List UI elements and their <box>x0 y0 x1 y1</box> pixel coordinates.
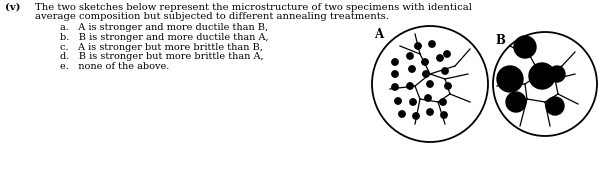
Circle shape <box>429 41 435 47</box>
Circle shape <box>392 59 398 65</box>
Circle shape <box>529 63 555 89</box>
Circle shape <box>415 43 421 49</box>
Circle shape <box>392 84 398 90</box>
Text: e.   none of the above.: e. none of the above. <box>60 62 169 71</box>
Circle shape <box>506 92 526 112</box>
Text: A: A <box>374 28 383 41</box>
Text: B: B <box>495 34 505 47</box>
Circle shape <box>395 98 401 104</box>
Circle shape <box>546 97 564 115</box>
Text: a.   A is stronger and more ductile than B,: a. A is stronger and more ductile than B… <box>60 23 268 32</box>
Circle shape <box>413 113 419 119</box>
Text: average composition but subjected to different annealing treatments.: average composition but subjected to dif… <box>35 12 389 21</box>
Circle shape <box>445 83 451 89</box>
Circle shape <box>410 99 416 105</box>
Circle shape <box>423 71 429 77</box>
Circle shape <box>407 83 413 89</box>
Circle shape <box>440 99 446 105</box>
Circle shape <box>497 66 523 92</box>
Circle shape <box>399 111 405 117</box>
Circle shape <box>514 36 536 58</box>
Circle shape <box>422 59 428 65</box>
Circle shape <box>425 95 431 101</box>
Text: d.   B is stronger but more brittle than A,: d. B is stronger but more brittle than A… <box>60 52 264 61</box>
Circle shape <box>549 66 565 82</box>
Circle shape <box>442 68 448 74</box>
Circle shape <box>407 53 413 59</box>
Circle shape <box>409 66 415 72</box>
Text: b.   B is stronger and more ductile than A,: b. B is stronger and more ductile than A… <box>60 33 269 42</box>
Circle shape <box>427 109 433 115</box>
Circle shape <box>427 81 433 87</box>
Circle shape <box>444 51 450 57</box>
Text: c.   A is stronger but more brittle than B,: c. A is stronger but more brittle than B… <box>60 43 263 52</box>
Circle shape <box>441 112 447 118</box>
Text: The two sketches below represent the microstructure of two specimens with identi: The two sketches below represent the mic… <box>35 3 472 12</box>
Circle shape <box>392 71 398 77</box>
Text: (v): (v) <box>5 3 20 12</box>
Circle shape <box>437 55 443 61</box>
